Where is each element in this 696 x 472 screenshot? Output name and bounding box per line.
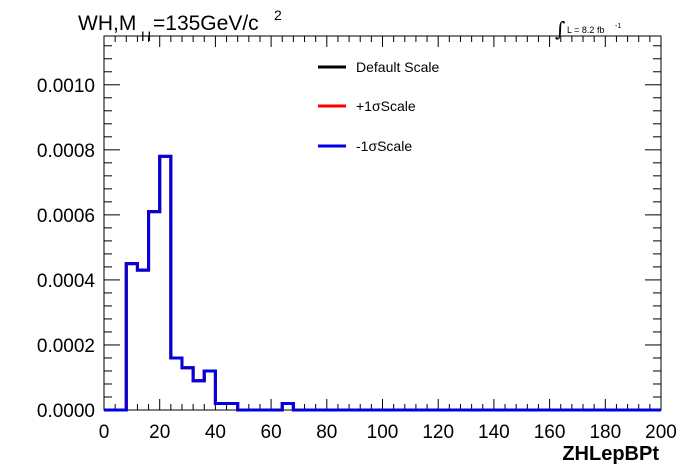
x-tick-label: 140: [478, 422, 510, 443]
y-tick-label: 0.0004: [37, 271, 96, 292]
x-tick-labels: 0 20 40 60 80 100 120 140 160 180 200: [99, 422, 677, 443]
chart-title: WH,M H =135GeV/c 2: [78, 7, 282, 44]
y-tick-label: 0.0008: [37, 141, 95, 162]
y-tick-label: 0.0010: [37, 76, 95, 97]
title-rest: =135GeV/c: [153, 12, 259, 35]
luminosity-superscript: -1: [615, 23, 621, 30]
x-tick-label: 120: [422, 422, 454, 443]
integral-symbol: ∫: [555, 17, 565, 41]
x-tick-label: 160: [534, 422, 566, 443]
y-tick-label: 0.0002: [37, 336, 95, 357]
legend: Default Scale +1σScale -1σScale: [318, 59, 439, 154]
x-axis-label: ZHLepBPt: [562, 443, 659, 465]
x-tick-label: 180: [589, 422, 621, 443]
legend-label-0: Default Scale: [356, 59, 439, 75]
series-line-2: [104, 154, 661, 412]
luminosity-text: L = 8.2 fb: [567, 25, 604, 35]
y-tick-label: 0.0006: [37, 206, 95, 227]
luminosity-label: ∫ L = 8.2 fb -1: [555, 17, 621, 41]
x-tick-label: 200: [645, 422, 677, 443]
x-tick-label: 80: [316, 422, 337, 443]
histogram-series: [104, 154, 661, 412]
x-tick-label: 0: [99, 422, 110, 443]
x-tick-label: 100: [367, 422, 399, 443]
x-tick-label: 20: [149, 422, 170, 443]
title-main: WH,M: [78, 12, 136, 35]
title-superscript: 2: [274, 7, 282, 23]
y-tick-labels: 0.0000 0.0002 0.0004 0.0006 0.0008 0.0010: [37, 76, 96, 422]
legend-label-2: -1σScale: [356, 138, 412, 154]
axis-ticks: [103, 36, 662, 411]
legend-label-1: +1σScale: [356, 98, 416, 114]
x-tick-label: 40: [205, 422, 226, 443]
y-tick-label: 0.0000: [37, 401, 95, 422]
x-tick-label: 60: [261, 422, 282, 443]
